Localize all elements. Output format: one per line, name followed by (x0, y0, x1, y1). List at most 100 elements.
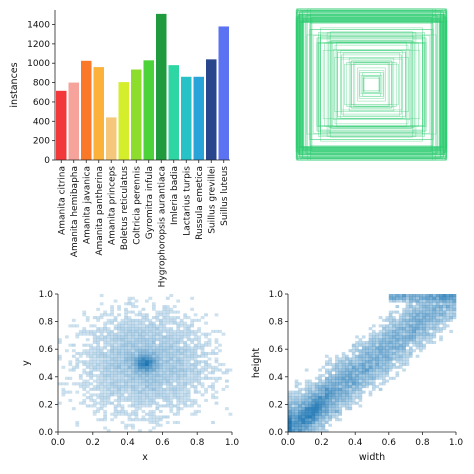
heatmap-cell (96, 401, 101, 405)
heatmap-cell (388, 329, 393, 333)
heatmap-cell (429, 332, 433, 336)
heatmap-cell (200, 371, 205, 375)
heatmap-cell (165, 365, 170, 369)
heatmap-cell (392, 318, 396, 322)
heatmap-cell (358, 343, 363, 347)
heatmap-cell (291, 401, 296, 405)
heatmap-cell (138, 368, 142, 372)
heatmap-cell (214, 396, 219, 400)
heatmap-cell (435, 327, 440, 331)
heatmap-cell (378, 363, 383, 367)
heatmap-cell (145, 318, 149, 322)
box-outline (299, 10, 444, 159)
heatmap-cell (412, 327, 416, 331)
heatmap-cell (288, 404, 292, 408)
heatmap-cell (190, 351, 195, 356)
box-outline (346, 62, 397, 107)
heatmap-cell (58, 357, 62, 361)
heatmap-cell (429, 321, 433, 325)
heatmap-cell (106, 340, 111, 344)
heatmap-cell (204, 387, 208, 391)
heatmap-cell (412, 321, 416, 325)
heatmap-cell (183, 321, 188, 325)
heatmap-cell (148, 376, 153, 380)
heatmap-cell (200, 316, 205, 320)
heatmap-cell (78, 351, 83, 356)
heatmap-cell (75, 382, 80, 386)
heatmap-cell (103, 340, 108, 344)
heatmap-cell (113, 318, 118, 322)
heatmap-cell (422, 335, 427, 339)
heatmap-cell (113, 335, 118, 339)
heatmap-cell (439, 316, 443, 320)
heatmap-cell (197, 374, 201, 378)
heatmap-cell (331, 376, 336, 380)
heatmap-cell (106, 357, 111, 361)
heatmap-cell (211, 382, 215, 386)
heatmap-cell (138, 393, 142, 397)
heatmap-cell (324, 396, 329, 400)
heatmap-cell (324, 376, 329, 380)
x-tick-label: Boletus reticulatus (120, 166, 130, 250)
heatmap-cell (419, 340, 423, 344)
heatmap-cell (398, 363, 403, 367)
heatmap-cell (405, 294, 410, 298)
heatmap-cell (134, 379, 139, 383)
heatmap-cell (335, 407, 339, 411)
heatmap-cell (328, 382, 332, 386)
heatmap-cell (375, 338, 380, 342)
heatmap-cell (382, 376, 386, 380)
heatmap-cell (169, 321, 174, 325)
heatmap-cell (176, 316, 181, 320)
heatmap-cell (405, 316, 410, 320)
heatmap-cell (439, 294, 443, 298)
heatmap-cell (375, 376, 380, 380)
heatmap-cell (419, 316, 423, 320)
heatmap-cell (392, 346, 396, 350)
heatmap-cell (127, 360, 132, 364)
heatmap-cell (415, 327, 420, 331)
heatmap-cell (134, 305, 139, 309)
heatmap-cell (321, 387, 326, 391)
heatmap-cell (124, 412, 128, 416)
heatmap-cell (425, 340, 430, 344)
heatmap-cell (341, 374, 346, 378)
heatmap-cell (372, 357, 376, 361)
heatmap-cell (200, 360, 205, 364)
heatmap-cell (151, 316, 156, 320)
heatmap-cell (127, 396, 132, 400)
heatmap-cell (99, 294, 104, 298)
heatmap-cell (75, 420, 80, 425)
heatmap-cell (331, 393, 336, 397)
heatmap-cell (155, 387, 160, 391)
heatmap-cell (117, 374, 121, 378)
heatmap-cell (179, 351, 184, 356)
heatmap-cell (335, 409, 339, 413)
heatmap-cell (375, 346, 380, 350)
heatmap-cell (388, 340, 393, 344)
heatmap-cell (165, 415, 170, 419)
heatmap-cell (117, 346, 121, 350)
heatmap-cell (412, 310, 416, 314)
heatmap-cell (197, 379, 201, 383)
heatmap-cell (429, 313, 433, 317)
heatmap-cell (172, 316, 177, 320)
heatmap-cell (151, 302, 156, 306)
heatmap-cell (204, 335, 208, 339)
heatmap-cell (103, 387, 108, 391)
heatmap-cell (375, 343, 380, 347)
heatmap-cell (113, 360, 118, 364)
heatmap-cell (193, 401, 198, 405)
heatmap-cell (113, 349, 118, 353)
heatmap-cell (345, 374, 349, 378)
heatmap-cell (298, 396, 302, 400)
heatmap-cell (85, 332, 90, 336)
heatmap-cell (169, 329, 174, 333)
heatmap-cell (408, 302, 413, 306)
heatmap-cell (338, 401, 343, 405)
heatmap-cell (103, 329, 108, 333)
heatmap-cell (131, 371, 135, 375)
heatmap-cell (321, 423, 326, 427)
heatmap-cell (131, 365, 135, 369)
bar-8 (143, 60, 154, 160)
